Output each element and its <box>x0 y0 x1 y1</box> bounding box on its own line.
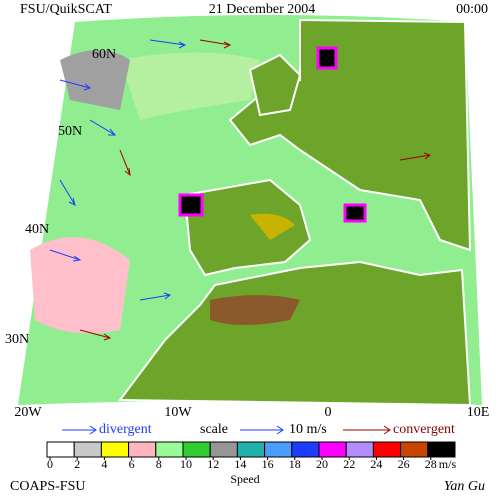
wind-field <box>30 237 130 334</box>
lat-label: 50N <box>58 124 82 139</box>
colorbar-tick-label: 20 <box>316 457 328 471</box>
colorbar-tick-label: 2 <box>74 457 80 471</box>
color-cell <box>372 441 402 458</box>
legend-scale: scale <box>200 422 228 437</box>
land-europe <box>228 18 472 252</box>
legend-scale-value: 10 m/s <box>289 422 327 437</box>
color-cell <box>400 441 429 458</box>
colorbar: 0 2 4 6 8 10 12 14 16 18 20 22 24 26 28 m/s <box>46 441 457 471</box>
color-cell <box>236 441 266 458</box>
lat-label: 40N <box>25 222 49 237</box>
land-africa <box>118 260 472 407</box>
colorbar-tick-label: 4 <box>101 457 107 471</box>
colorbar-tick-label: 6 <box>129 457 135 471</box>
terrain <box>250 213 295 240</box>
header-right: 00:00 <box>456 2 488 17</box>
color-cell <box>73 441 102 458</box>
color-cell <box>427 441 456 458</box>
colorbar-label: Speed <box>230 472 259 486</box>
color-cell <box>318 441 347 458</box>
speed-patch <box>178 193 204 217</box>
wind-field <box>120 52 260 120</box>
lon-label: 10E <box>467 405 490 420</box>
lon-labels: 20W 10W 0 10E <box>14 405 489 420</box>
color-cell <box>128 441 157 458</box>
lat-labels: 60N 50N 40N 30N <box>5 47 116 347</box>
wind-arrows <box>79 39 432 341</box>
legend-convergent: convergent <box>393 422 455 437</box>
colorbar-tick-label: 26 <box>398 457 410 471</box>
lon-label: 10W <box>164 405 192 420</box>
terrain <box>210 295 300 325</box>
colorbar-tick-label: 22 <box>343 457 355 471</box>
wind-field <box>60 50 130 110</box>
colorbar-tick-label: 10 <box>180 457 192 471</box>
lon-label: 20W <box>14 405 42 420</box>
divergent-arrow <box>62 425 97 435</box>
speed-patch <box>316 46 338 70</box>
colorbar-tick-label: 18 <box>289 457 301 471</box>
color-cell <box>209 441 238 458</box>
colorbar-tick-label: 12 <box>207 457 219 471</box>
colorbar-unit: m/s <box>439 457 457 471</box>
colorbar-tick-label: 28 <box>425 457 437 471</box>
legend-divergent: divergent <box>99 422 152 437</box>
colorbar-tick-label: 0 <box>47 457 53 471</box>
footer-left: COAPS-FSU <box>10 479 85 494</box>
color-cell <box>100 441 130 458</box>
colorbar-tick-label: 14 <box>234 457 246 471</box>
color-cell <box>264 441 293 458</box>
convergent-arrow <box>343 425 391 435</box>
lat-label: 30N <box>5 332 29 347</box>
scale-arrow <box>240 425 284 435</box>
header-center: 21 December 2004 <box>209 2 316 17</box>
colorbar-tick-label: 8 <box>156 457 162 471</box>
color-cell <box>155 441 184 458</box>
color-cell <box>46 441 75 458</box>
header-left: FSU/QuikSCAT <box>20 2 112 17</box>
speed-patch <box>343 203 367 223</box>
land-britain <box>248 53 302 117</box>
lon-label: 0 <box>325 405 332 420</box>
land-iberia <box>183 178 312 277</box>
colorbar-tick-label: 16 <box>262 457 274 471</box>
color-cell <box>291 441 320 458</box>
footer-right: Yan Gu <box>444 479 485 494</box>
color-cell <box>345 441 374 458</box>
lat-label: 60N <box>92 47 116 62</box>
colorbar-tick-label: 24 <box>370 457 382 471</box>
wind-arrows <box>49 39 187 301</box>
color-cell <box>182 441 211 458</box>
map-area <box>18 15 482 407</box>
